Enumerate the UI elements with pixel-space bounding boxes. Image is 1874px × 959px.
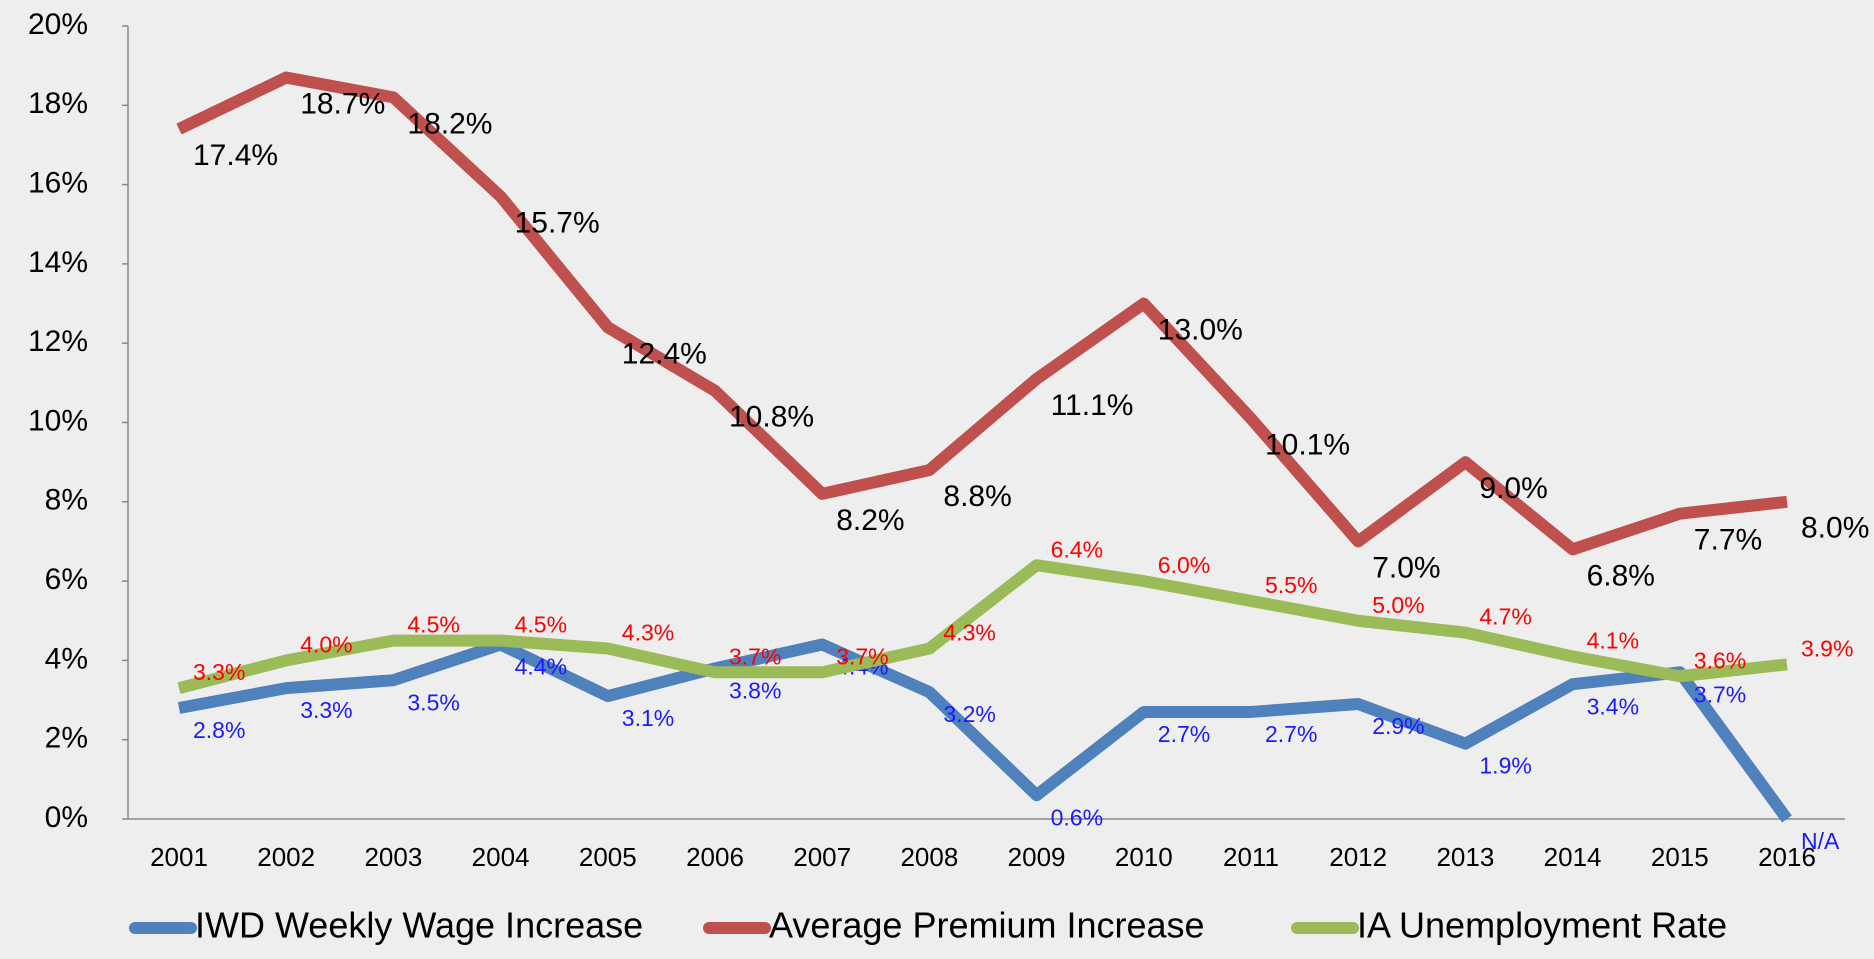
data-label: 3.6% (1694, 647, 1746, 673)
data-label: 11.1% (1051, 389, 1134, 422)
data-label: 3.5% (407, 689, 459, 715)
data-label: 4.3% (943, 620, 995, 646)
y-tick-label: 20% (28, 8, 88, 41)
data-label: 4.7% (1479, 604, 1531, 630)
x-tick-label: 2004 (472, 842, 530, 872)
x-tick-label: 2013 (1436, 842, 1494, 872)
data-label: 5.0% (1372, 592, 1424, 618)
x-tick-label: 2002 (257, 842, 315, 872)
data-label: 3.1% (622, 705, 674, 731)
series-line (177, 638, 1792, 823)
y-tick-label: 14% (28, 246, 88, 279)
data-label: 8.0% (1801, 512, 1869, 545)
data-label: 13.0% (1158, 313, 1243, 346)
y-tick-label: 18% (28, 87, 88, 120)
data-label: 9.0% (1479, 472, 1547, 505)
data-label: 5.5% (1265, 572, 1317, 598)
x-tick-label: 2014 (1544, 842, 1602, 872)
x-tick-label: 2001 (150, 842, 208, 872)
x-tick-label: 2009 (1008, 842, 1066, 872)
data-label: 17.4% (193, 139, 278, 172)
data-label: 3.3% (300, 697, 352, 723)
data-label: 2.7% (1158, 721, 1210, 747)
data-label: 3.8% (729, 677, 781, 703)
data-label: 4.5% (407, 612, 459, 638)
data-label: 2.9% (1372, 713, 1424, 739)
x-tick-label: 2011 (1223, 842, 1279, 872)
y-tick-label: 12% (28, 325, 88, 358)
data-label: 2.7% (1265, 721, 1317, 747)
data-label: 10.1% (1265, 428, 1350, 461)
y-tick-label: 16% (28, 167, 88, 200)
data-label: 3.7% (836, 643, 888, 669)
legend-label: IWD Weekly Wage Increase (195, 905, 643, 946)
data-label: 4.4% (515, 654, 567, 680)
y-tick-label: 2% (45, 722, 88, 755)
data-label: 6.0% (1158, 552, 1210, 578)
data-label: 8.2% (836, 504, 904, 537)
data-label: N/A (1801, 828, 1840, 854)
y-tick-label: 10% (28, 404, 88, 437)
y-tick-label: 8% (45, 484, 88, 517)
x-tick-label: 2015 (1651, 842, 1709, 872)
data-label: 8.8% (943, 480, 1011, 513)
series-line (176, 71, 1788, 556)
data-label: 3.4% (1587, 693, 1639, 719)
data-label: 2.8% (193, 717, 245, 743)
x-tick-label: 2006 (686, 842, 744, 872)
x-tick-label: 2007 (793, 842, 851, 872)
data-label: 3.7% (1694, 681, 1746, 707)
legend-label: IA Unemployment Rate (1357, 905, 1727, 946)
data-label: 12.4% (622, 337, 707, 370)
data-label: 4.3% (622, 620, 674, 646)
data-label: 3.2% (943, 701, 995, 727)
data-label: 7.0% (1372, 551, 1440, 584)
data-label: 7.7% (1694, 524, 1762, 557)
x-tick-label: 2008 (900, 842, 958, 872)
data-label: 4.0% (300, 631, 352, 657)
data-label: 3.3% (193, 659, 245, 685)
data-label: 18.7% (300, 87, 385, 120)
data-label: 4.1% (1587, 628, 1639, 654)
x-tick-label: 2010 (1115, 842, 1173, 872)
data-label: 1.9% (1479, 753, 1531, 779)
y-tick-label: 6% (45, 563, 88, 596)
data-label: 10.8% (729, 401, 814, 434)
x-tick-label: 2005 (579, 842, 637, 872)
data-label: 0.6% (1051, 804, 1103, 830)
y-tick-label: 0% (45, 801, 88, 834)
x-tick-label: 2003 (364, 842, 422, 872)
data-label: 18.2% (407, 107, 492, 140)
y-tick-label: 4% (45, 642, 88, 675)
data-label: 4.5% (515, 612, 567, 638)
x-tick-label: 2012 (1329, 842, 1387, 872)
data-label: 3.7% (729, 643, 781, 669)
data-label: 6.8% (1587, 559, 1655, 592)
data-label: 3.9% (1801, 635, 1853, 661)
legend-label: Average Premium Increase (769, 905, 1205, 946)
series-line (177, 559, 1788, 694)
data-label: 15.7% (515, 206, 600, 239)
x-tick-label: 2016 (1758, 842, 1816, 872)
data-label: 6.4% (1051, 536, 1103, 562)
